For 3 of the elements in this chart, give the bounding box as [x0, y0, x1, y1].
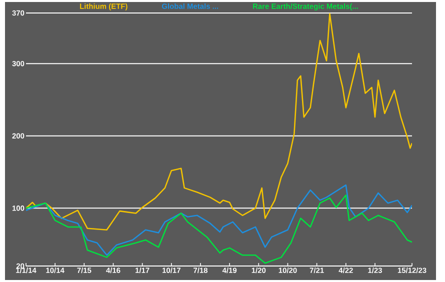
line-series	[26, 13, 412, 231]
line-series	[26, 184, 412, 256]
line-series	[26, 194, 412, 264]
